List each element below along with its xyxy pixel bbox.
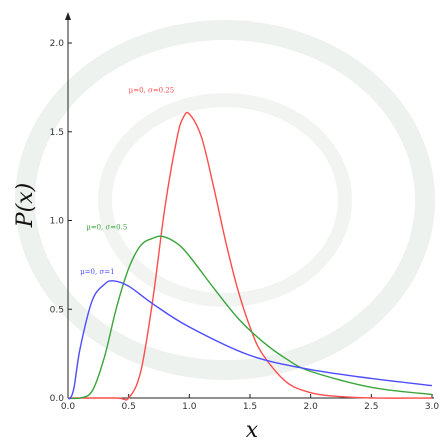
y-tick-label: 2.0 <box>50 39 65 49</box>
y-tick-label: 0.0 <box>50 394 65 404</box>
x-tick-label: 1.5 <box>243 402 257 412</box>
series-line-1 <box>68 111 433 401</box>
x-tick-label: 1.0 <box>182 402 197 412</box>
y-tick-label: 0.5 <box>50 305 64 315</box>
watermark-ring <box>15 20 435 380</box>
y-tick-label: 1.5 <box>50 128 64 138</box>
x-axis-label: x <box>246 418 259 441</box>
series-line-2 <box>67 235 433 400</box>
curve-label-3: μ=0, σ=1 <box>80 268 114 276</box>
y-axis-label: P(x) <box>13 183 38 228</box>
curve-labels: μ=0, σ=0.25 μ=0, σ=0.5 μ=0, σ=1 <box>80 87 174 276</box>
x-tick-label: 2.0 <box>304 402 319 412</box>
x-tick-label: 0.5 <box>122 402 136 412</box>
series-line-3 <box>67 280 433 400</box>
x-tick-label: 0.0 <box>61 402 76 412</box>
y-axis-arrow <box>65 12 71 20</box>
watermark-inner-ring <box>98 93 352 307</box>
curve-label-1: μ=0, σ=0.25 <box>129 87 175 95</box>
watermark-decoration <box>15 20 435 380</box>
y-tick-label: 1.0 <box>50 217 65 227</box>
x-tick-label: 3.0 <box>425 402 440 412</box>
curves <box>67 111 433 401</box>
x-tick-label: 2.5 <box>364 402 378 412</box>
curve-label-2: μ=0, σ=0.5 <box>86 223 127 231</box>
